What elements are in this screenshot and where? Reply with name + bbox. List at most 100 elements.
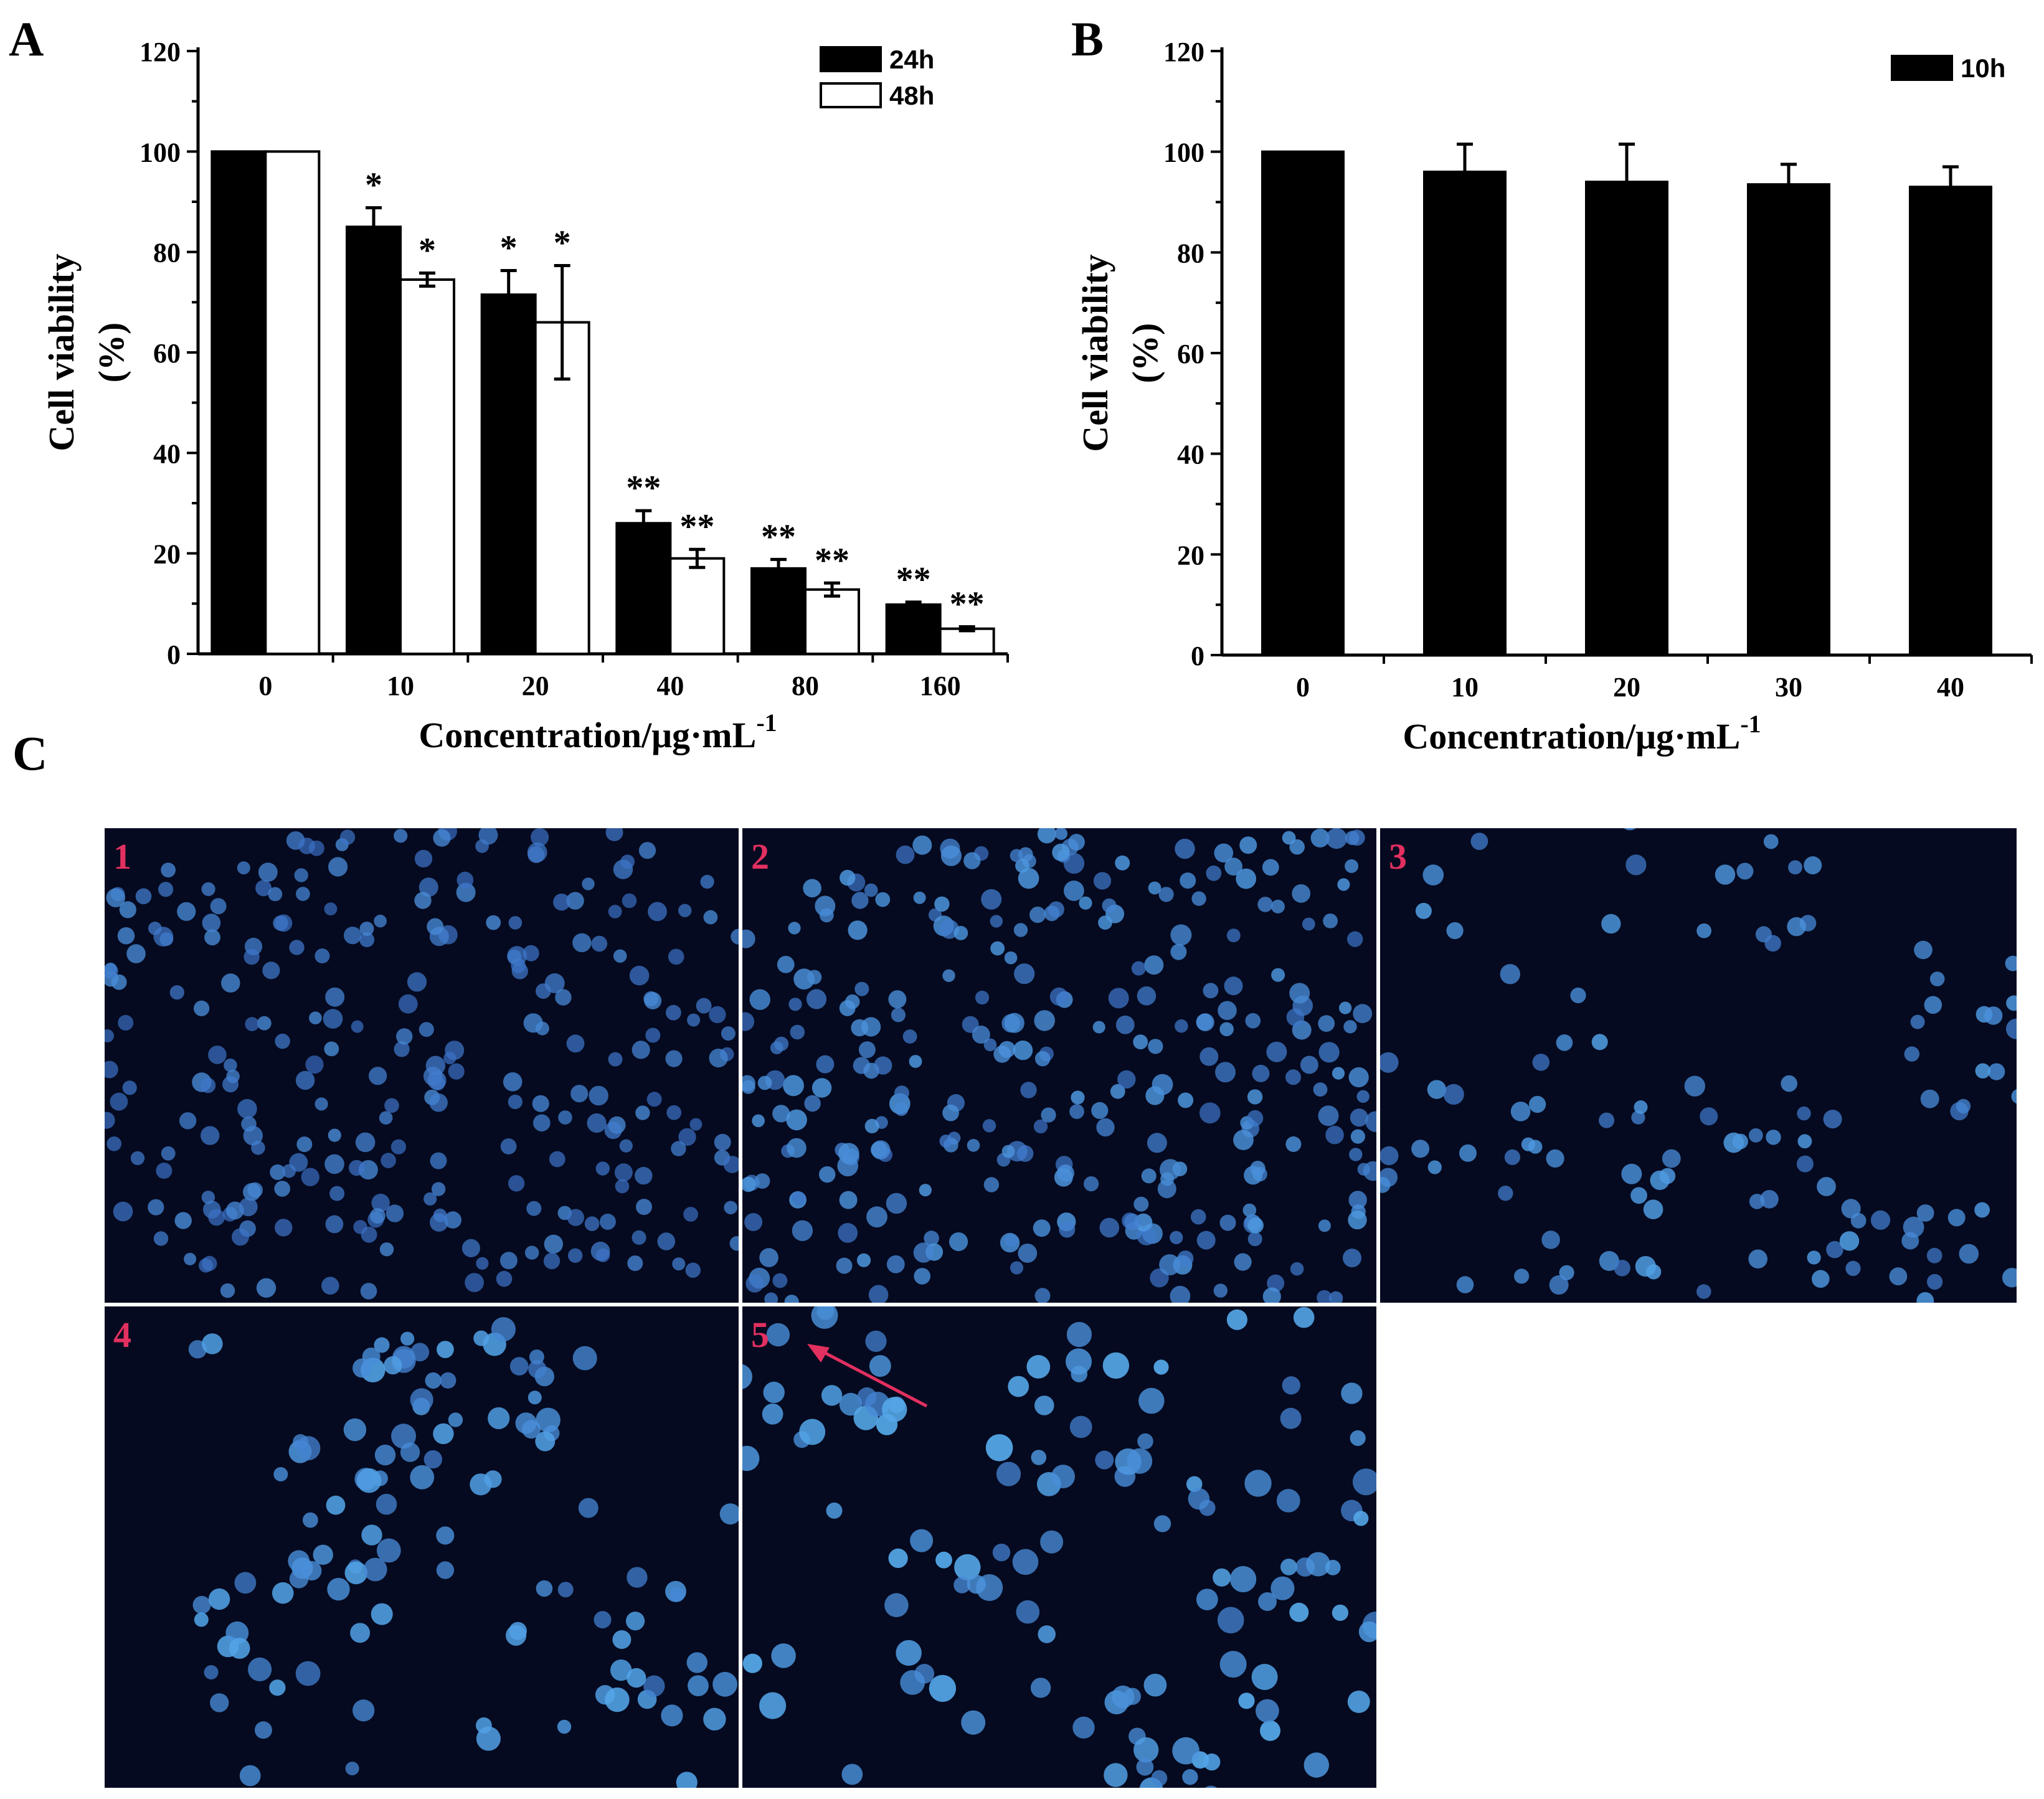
cell-nucleus: [985, 1434, 1013, 1461]
cell-nucleus: [1215, 1062, 1236, 1083]
cell-nucleus: [1251, 1664, 1278, 1690]
cell-nucleus: [1029, 906, 1046, 923]
cell-nucleus: [1358, 1621, 1376, 1643]
arrow-head-icon: [807, 1344, 830, 1362]
cell-nucleus: [1456, 1276, 1474, 1293]
cell-nucleus: [1353, 1004, 1373, 1024]
cell-nucleus: [777, 956, 795, 973]
cell-nucleus: [194, 1612, 209, 1627]
cell-nucleus: [410, 1465, 435, 1490]
cell-nucleus: [671, 1141, 686, 1156]
cell-nucleus: [555, 989, 572, 1006]
cell-nucleus: [900, 1670, 925, 1695]
y-tick-label: 60: [153, 338, 181, 369]
cell-nucleus: [473, 1330, 490, 1346]
cell-nucleus: [826, 1502, 843, 1519]
x-tick-label: 160: [920, 671, 961, 701]
cell-nucleus: [210, 898, 227, 915]
cell-nucleus: [1328, 1291, 1343, 1303]
cell-nucleus: [595, 1161, 610, 1176]
cell-nucleus: [105, 1112, 115, 1129]
cell-nucleus: [557, 1719, 572, 1734]
cell-nucleus: [425, 1372, 442, 1389]
cell-nucleus: [759, 1692, 787, 1719]
x-tick-label: 0: [258, 671, 272, 701]
cell-nucleus: [544, 1234, 563, 1254]
cell-nucleus: [1172, 1737, 1199, 1765]
cell-nucleus: [924, 1230, 939, 1246]
cell-nucleus: [1974, 1202, 1990, 1218]
cell-nucleus: [1226, 928, 1241, 943]
cell-nucleus: [819, 908, 834, 923]
cell-nucleus: [148, 1199, 164, 1216]
cell-field: [105, 828, 739, 1300]
micrograph-number: 4: [113, 1315, 131, 1355]
cell-nucleus: [1038, 1625, 1056, 1643]
cell-nucleus: [1601, 914, 1621, 934]
cell-nucleus: [461, 1239, 481, 1257]
cell-nucleus: [1137, 986, 1157, 1006]
cell-nucleus: [896, 845, 915, 864]
cell-nucleus: [456, 882, 476, 902]
cell-nucleus: [1115, 855, 1130, 871]
cell-nucleus: [224, 1058, 237, 1072]
cell-nucleus: [608, 1052, 623, 1067]
y-tick-label: 0: [167, 640, 181, 670]
cell-nucleus: [1066, 1348, 1092, 1375]
cell-nucleus: [309, 1011, 322, 1024]
cell-nucleus: [807, 970, 822, 984]
cell-nucleus: [1196, 1230, 1216, 1250]
cell-nucleus: [1643, 1199, 1663, 1219]
cell-nucleus: [1748, 1128, 1763, 1143]
cell-nucleus: [232, 1228, 249, 1246]
cell-nucleus: [703, 910, 718, 925]
cell-nucleus: [1252, 1064, 1270, 1082]
cell-nucleus: [549, 1151, 565, 1168]
cell-nucleus: [1170, 1230, 1183, 1244]
cell-nucleus: [262, 961, 280, 980]
x-axis-label-sup: -1: [1740, 710, 1761, 738]
cell-nucleus: [1108, 988, 1129, 1009]
cell-nucleus: [1153, 1515, 1171, 1532]
cell-nucleus: [465, 1273, 484, 1292]
cell-nucleus: [788, 922, 801, 935]
cell-nucleus: [1034, 1288, 1051, 1303]
cell-nucleus: [522, 1420, 541, 1439]
cell-nucleus: [627, 1668, 646, 1688]
y-tick-label: 60: [1177, 339, 1204, 369]
cell-nucleus: [1258, 1592, 1277, 1611]
cell-nucleus: [1204, 1785, 1218, 1788]
cell-nucleus: [105, 1060, 118, 1079]
cell-nucleus: [204, 1665, 219, 1679]
cell-nucleus: [884, 1593, 909, 1617]
cell-nucleus: [523, 945, 539, 961]
bar: [669, 557, 726, 655]
cell-nucleus: [508, 1094, 523, 1110]
cell-nucleus: [620, 854, 635, 869]
cell-nucleus: [1040, 1530, 1064, 1554]
cell-nucleus: [587, 1113, 607, 1133]
cell-nucleus: [1570, 987, 1586, 1004]
cell-nucleus: [532, 1095, 549, 1112]
cell-nucleus: [1290, 1262, 1304, 1276]
y-tick-label: 80: [153, 238, 181, 268]
cell-nucleus: [886, 1255, 905, 1273]
cell-nucleus: [836, 1257, 853, 1274]
cell-nucleus: [106, 1136, 121, 1151]
cell-nucleus: [1350, 1108, 1368, 1127]
bar: [211, 150, 267, 656]
cell-nucleus: [909, 1055, 922, 1068]
cell-nucleus: [990, 915, 1003, 928]
cell-nucleus: [1541, 1230, 1560, 1249]
micrograph-2: 2: [742, 828, 1376, 1303]
cell-nucleus: [1732, 1133, 1748, 1150]
cell-nucleus: [610, 1659, 632, 1681]
cell-nucleus: [1787, 917, 1806, 937]
cell-nucleus: [433, 829, 451, 847]
cell-nucleus: [1845, 1260, 1861, 1276]
cell-nucleus: [1348, 1210, 1367, 1230]
cell-nucleus: [963, 852, 981, 869]
cell-nucleus: [289, 940, 305, 955]
cell-nucleus: [1282, 1376, 1300, 1395]
significance-marker: **: [679, 508, 714, 546]
